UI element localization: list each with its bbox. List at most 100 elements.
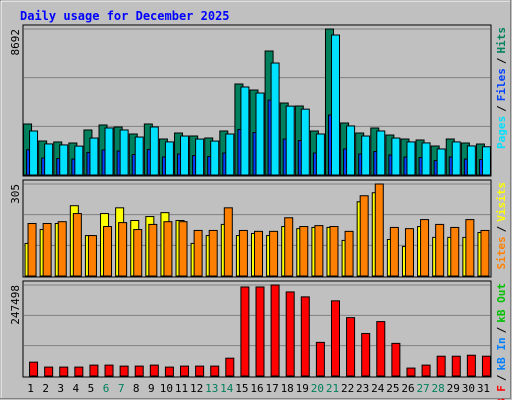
- bar: [164, 366, 174, 377]
- bar: [59, 366, 69, 377]
- bar: [344, 230, 354, 277]
- x-tick-label: 13: [205, 382, 218, 395]
- bar: [134, 365, 144, 377]
- bar: [361, 135, 371, 176]
- bar: [466, 145, 476, 176]
- bar: [285, 291, 295, 377]
- x-tick-label: 21: [326, 382, 339, 395]
- x-tick-label: 10: [160, 382, 173, 395]
- bar: [314, 225, 324, 277]
- legend-entry: kB In: [495, 337, 508, 370]
- x-tick-label: 8: [133, 382, 140, 395]
- bar: [74, 366, 84, 377]
- bar: [481, 146, 491, 176]
- bar: [225, 357, 235, 377]
- x-tick-label: 22: [341, 382, 354, 395]
- x-tick-label: 30: [462, 382, 475, 395]
- x-tick-label: 3: [57, 382, 64, 395]
- bar: [180, 135, 190, 176]
- x-tick-label: 18: [281, 382, 294, 395]
- bar: [164, 141, 174, 176]
- bar: [208, 229, 218, 277]
- bar: [330, 34, 340, 176]
- x-tick-label: 19: [296, 382, 309, 395]
- legend-separator: /: [495, 225, 508, 232]
- x-tick-label: 1: [27, 382, 34, 395]
- legend-entry: Files: [495, 68, 508, 101]
- bar: [436, 148, 446, 176]
- bar: [376, 130, 386, 176]
- bar: [361, 332, 371, 377]
- bar: [270, 62, 280, 176]
- bar: [59, 144, 69, 176]
- chart-title: Daily usage for December 2025: [20, 9, 230, 23]
- legend: Sites / Visits: [495, 182, 508, 270]
- legend: kB F / kB In / kB Out: [495, 283, 508, 400]
- x-tick-label: 27: [416, 382, 429, 395]
- bar: [374, 183, 384, 277]
- x-tick-label: 15: [235, 382, 248, 395]
- x-tick-label: 26: [401, 382, 414, 395]
- bar: [269, 230, 279, 277]
- bar: [29, 130, 39, 176]
- bar: [315, 341, 325, 377]
- bar: [300, 108, 310, 176]
- bar: [89, 137, 99, 176]
- bar: [300, 296, 310, 377]
- bar: [466, 354, 476, 377]
- bar: [104, 364, 114, 377]
- bar: [254, 230, 263, 277]
- bar: [133, 229, 143, 277]
- bar: [451, 141, 461, 176]
- bar: [346, 125, 356, 176]
- x-tick-label: 11: [175, 382, 188, 395]
- bar: [299, 226, 309, 277]
- bar: [421, 364, 431, 377]
- bar: [195, 138, 205, 176]
- bar: [44, 143, 54, 176]
- bar: [404, 228, 414, 277]
- x-tick-label: 31: [477, 382, 490, 395]
- y-tick-label: 247498: [9, 285, 22, 325]
- legend: Pages / Files / Hits: [495, 27, 508, 149]
- bar: [149, 364, 159, 377]
- bar: [193, 229, 203, 277]
- x-tick-label: 9: [148, 382, 155, 395]
- bar: [315, 133, 325, 176]
- bar: [435, 223, 445, 277]
- x-tick-label: 20: [311, 382, 324, 395]
- bar: [74, 145, 84, 176]
- x-tick-label: 29: [447, 382, 460, 395]
- x-tick-label: 5: [88, 382, 95, 395]
- bar: [119, 365, 129, 377]
- x-tick-label: 12: [190, 382, 203, 395]
- bar: [450, 226, 460, 277]
- bar: [270, 284, 280, 377]
- bar: [180, 365, 190, 377]
- bar: [104, 127, 114, 176]
- bar: [134, 136, 144, 176]
- bar: [72, 213, 82, 277]
- x-tick-label: 14: [220, 382, 234, 395]
- bar: [406, 141, 416, 176]
- bar: [359, 195, 369, 277]
- bar: [118, 222, 128, 277]
- bar: [163, 221, 173, 277]
- bar: [451, 355, 461, 377]
- bar: [391, 342, 401, 377]
- bar: [420, 219, 430, 277]
- x-tick-label: 6: [103, 382, 110, 395]
- bar: [210, 365, 220, 377]
- x-tick-label: 17: [265, 382, 278, 395]
- bar: [195, 365, 205, 377]
- x-tick-label: 23: [356, 382, 369, 395]
- x-tick-label: 16: [250, 382, 263, 395]
- bar: [44, 366, 54, 377]
- x-tick-label: 25: [386, 382, 399, 395]
- bar: [436, 355, 446, 377]
- bar: [178, 221, 188, 277]
- bar: [329, 226, 339, 277]
- y-tick-label: 8692: [9, 29, 22, 56]
- bar: [27, 223, 37, 277]
